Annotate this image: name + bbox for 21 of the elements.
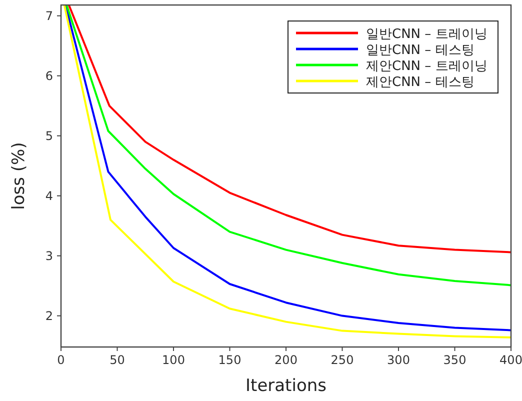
legend-label: 일반CNN – 트레이닝 (366, 27, 488, 42)
x-tick-label: 300 (387, 353, 410, 367)
y-tick-label: 6 (45, 68, 53, 83)
x-tick-label: 350 (443, 353, 466, 367)
legend-label: 제안CNN – 테스팅 (366, 75, 474, 90)
y-tick-label: 4 (45, 188, 53, 203)
x-tick-label: 150 (218, 353, 242, 367)
y-tick-label: 2 (45, 308, 53, 323)
x-tick-label: 400 (500, 353, 522, 367)
y-axis-title: loss (%) (9, 142, 29, 210)
x-tick-label: 100 (162, 353, 185, 367)
legend-label: 제안CNN – 트레이닝 (366, 59, 488, 74)
y-tick-label: 7 (45, 8, 53, 23)
x-axis-title: Iterations (246, 376, 327, 396)
legend-label: 일반CNN – 테스팅 (366, 43, 474, 58)
x-tick-label: 200 (274, 353, 298, 367)
y-tick-label: 5 (45, 128, 53, 143)
y-tick-label: 3 (45, 248, 53, 263)
x-tick-label: 0 (57, 353, 65, 367)
x-tick-label: 250 (330, 353, 354, 367)
x-tick-label: 50 (110, 353, 125, 367)
